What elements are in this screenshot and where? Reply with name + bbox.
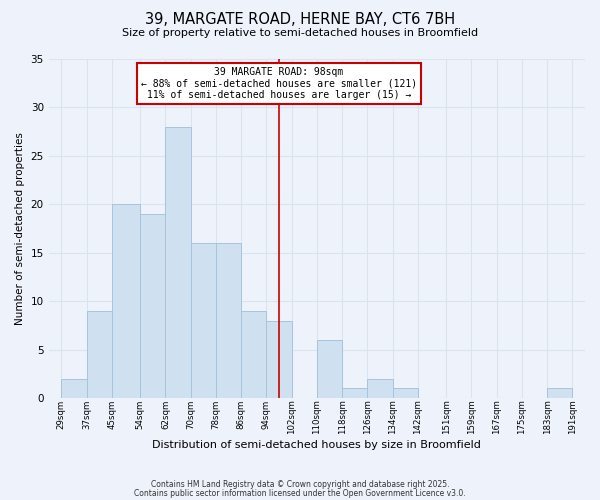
Bar bbox=[392, 388, 418, 398]
Bar bbox=[266, 320, 292, 398]
X-axis label: Distribution of semi-detached houses by size in Broomfield: Distribution of semi-detached houses by … bbox=[152, 440, 481, 450]
Bar bbox=[86, 311, 112, 398]
Bar bbox=[317, 340, 342, 398]
Text: 39 MARGATE ROAD: 98sqm
← 88% of semi-detached houses are smaller (121)
11% of se: 39 MARGATE ROAD: 98sqm ← 88% of semi-det… bbox=[141, 67, 417, 100]
Bar bbox=[216, 243, 241, 398]
Text: 39, MARGATE ROAD, HERNE BAY, CT6 7BH: 39, MARGATE ROAD, HERNE BAY, CT6 7BH bbox=[145, 12, 455, 28]
Bar bbox=[241, 311, 266, 398]
Y-axis label: Number of semi-detached properties: Number of semi-detached properties bbox=[15, 132, 25, 325]
Bar bbox=[367, 379, 392, 398]
Bar bbox=[112, 204, 140, 398]
Bar bbox=[140, 214, 166, 398]
Bar bbox=[547, 388, 572, 398]
Bar bbox=[61, 379, 86, 398]
Bar bbox=[191, 243, 216, 398]
Text: Contains public sector information licensed under the Open Government Licence v3: Contains public sector information licen… bbox=[134, 488, 466, 498]
Bar bbox=[342, 388, 367, 398]
Text: Size of property relative to semi-detached houses in Broomfield: Size of property relative to semi-detach… bbox=[122, 28, 478, 38]
Bar bbox=[166, 127, 191, 398]
Text: Contains HM Land Registry data © Crown copyright and database right 2025.: Contains HM Land Registry data © Crown c… bbox=[151, 480, 449, 489]
